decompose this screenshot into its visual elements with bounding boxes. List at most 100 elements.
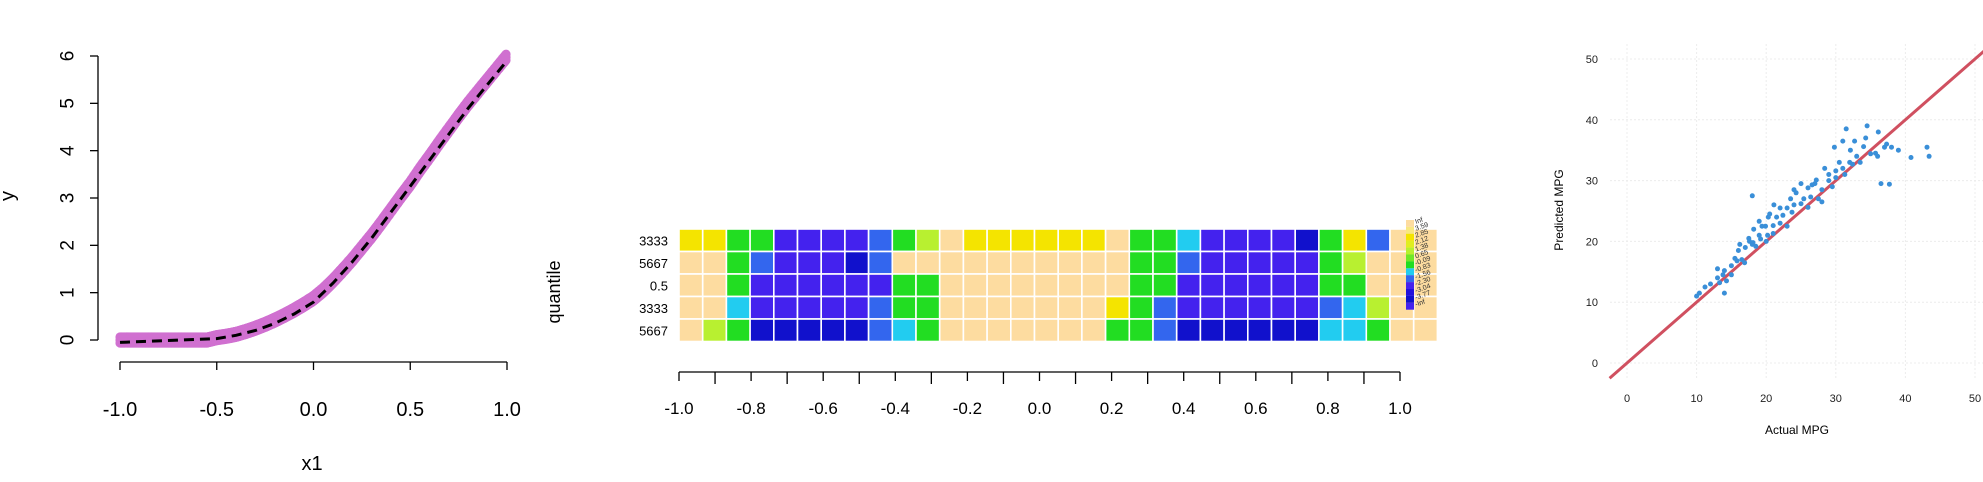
p2-heatmap-cell: [820, 228, 846, 253]
p2-heatmap-cell: [844, 295, 870, 320]
p3-data-point: [1808, 194, 1814, 200]
p3-data-point: [1826, 172, 1832, 177]
p2-heatmap-cell: [678, 295, 704, 320]
p2-heatmap-cell: [678, 273, 704, 298]
p3-data-point: [1861, 144, 1867, 150]
p1-fit-line: [119, 59, 509, 344]
p3-data-point: [1926, 153, 1932, 159]
p3-data-point: [1765, 232, 1771, 238]
p3-data-point: [1771, 202, 1777, 208]
p1-y-tick-label: 5: [58, 98, 79, 109]
p3-y-tick-label: 50: [1586, 54, 1598, 66]
p2-heatmap-cell: [749, 295, 775, 320]
p3-data-point: [1763, 238, 1769, 244]
p1-x-ticks: -1.0 -0.5 0.0 0.5 1.0: [103, 362, 521, 421]
p2-heatmap-cell: [891, 273, 917, 298]
p3-data-point: [1819, 199, 1825, 205]
p2-heatmap-cell: [986, 295, 1012, 320]
p2-legend-swatch: [1406, 220, 1414, 227]
p1-y-tick-label: 6: [58, 51, 79, 62]
p3-data-point: [1724, 278, 1729, 284]
p2-heatmap-cell: [1247, 318, 1273, 343]
p2-heatmap-cell: [1412, 318, 1439, 343]
p2-heatmap-cell: [891, 228, 917, 253]
p2-heatmap-cell: [1009, 273, 1036, 298]
p2-x-tick-label: -1.0: [664, 399, 693, 418]
p2-heatmap-cell: [1247, 228, 1273, 253]
p3-data-point: [1742, 260, 1748, 266]
p3-x-ticks: 0 10 20 30 40 50: [1624, 393, 1981, 405]
p2-heatmap-cell: [962, 273, 988, 298]
p2-heatmap-cell: [915, 228, 941, 253]
p1-y-axis-label: y: [0, 191, 19, 201]
p3-data-point: [1780, 212, 1786, 218]
p2-y-axis-label: quantile: [544, 260, 564, 323]
p3-data-point: [1750, 240, 1756, 246]
p2-heatmap-cell: [915, 250, 941, 275]
p2-heatmap-cell: [1033, 318, 1060, 343]
p2-heatmap-cell: [796, 250, 823, 275]
p2-heatmap-cell: [1294, 295, 1320, 320]
p2-heatmap-cell: [701, 318, 728, 343]
p2-heatmap-cell: [820, 318, 846, 343]
p2-heatmap-cell: [938, 273, 965, 298]
p2-heatmap-cell: [1104, 273, 1131, 298]
p3-y-tick-label: 0: [1592, 358, 1598, 370]
p2-heatmap-cell: [1199, 228, 1225, 253]
p1-x-axis-label: x1: [301, 453, 322, 475]
p2-legend-swatch: [1406, 275, 1414, 283]
p2-heatmap-cell: [986, 318, 1012, 343]
p3-data-point: [1886, 181, 1892, 187]
p3-data-point: [1793, 190, 1799, 196]
p3-data-point: [1854, 153, 1860, 159]
p3-data-point: [1813, 177, 1819, 183]
p2-heatmap-cell: [1247, 250, 1273, 275]
p2-heatmap-cell: [796, 318, 823, 343]
p2-heatmap-cell: [1270, 273, 1297, 298]
p3-data-point: [1826, 178, 1832, 184]
p2-heatmap-cell: [1270, 250, 1297, 275]
p2-heatmap-cell: [1270, 295, 1297, 320]
p2-heatmap-cell: [1081, 295, 1107, 320]
p2-heatmap-cell: [701, 273, 728, 298]
p3-data-point: [1895, 147, 1901, 153]
p2-legend-swatch: [1406, 282, 1414, 289]
p3-data-point: [1702, 284, 1708, 290]
p1-x-tick-label: 0.0: [300, 399, 328, 421]
p2-heatmap-cell: [962, 295, 988, 320]
p2-row-label: 0.5: [650, 278, 668, 293]
p2-heatmap-cell: [1318, 295, 1344, 320]
p2-legend-label: 3.59: [1414, 222, 1429, 233]
p2-heatmap-cell: [1365, 250, 1391, 275]
p3-data-point: [1864, 123, 1870, 129]
p2-x-tick-label: 0.6: [1244, 399, 1268, 418]
p3-data-point: [1831, 144, 1837, 150]
p2-heatmap-cell: [962, 318, 988, 343]
p2-heatmap-cell: [725, 318, 751, 343]
p3-data-point: [1829, 184, 1835, 190]
p2-x-tick-label: 0.4: [1172, 399, 1196, 418]
p3-data-point: [1878, 181, 1884, 187]
p2-heatmap-cell: [1365, 273, 1391, 298]
p3-data-point: [1777, 205, 1783, 211]
p2-heatmap-cell: [820, 273, 846, 298]
p2-heatmap-cell: [1199, 273, 1225, 298]
p2-heatmap-cell: [1341, 295, 1368, 320]
p3-data-point: [1717, 280, 1723, 286]
p2-heatmap-cell: [1318, 250, 1344, 275]
p2-heatmap-cell: [749, 273, 775, 298]
p2-heatmap-cell: [844, 273, 870, 298]
p3-data-point: [1788, 196, 1794, 202]
p3-data-point: [1842, 172, 1848, 177]
p2-heatmap-cell: [1128, 318, 1154, 343]
p2-cell-layer: [678, 228, 1439, 343]
p2-legend-swatch: [1406, 289, 1414, 296]
p2-heatmap-cell: [867, 228, 894, 253]
p2-x-tick-label: -0.6: [809, 399, 838, 418]
p2-heatmap-cell: [1152, 250, 1178, 275]
p2-heatmap-cell: [986, 250, 1012, 275]
p3-reference-line: [1608, 50, 1983, 380]
p3-data-point: [1770, 231, 1776, 236]
p2-heatmap-cell: [725, 228, 751, 253]
